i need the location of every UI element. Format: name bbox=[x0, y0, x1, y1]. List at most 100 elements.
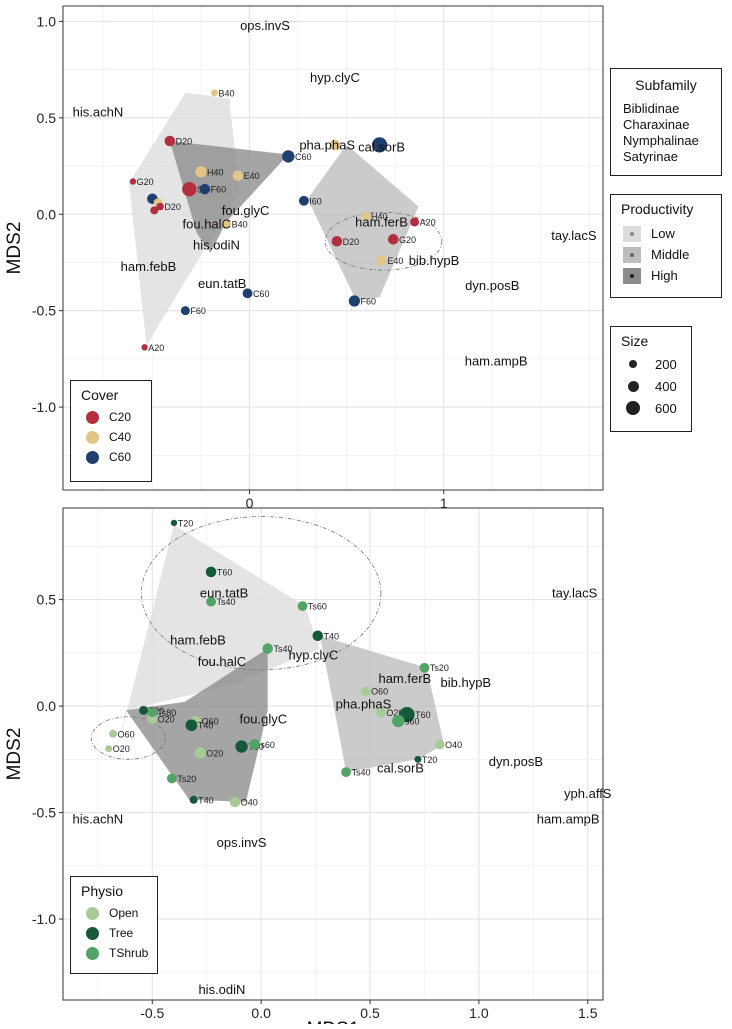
y-tick-label: 0.5 bbox=[37, 592, 57, 608]
productivity-legend-item: Low bbox=[611, 223, 721, 244]
species-label: fou.glyC bbox=[222, 203, 270, 218]
x-tick-label: 1.5 bbox=[578, 1005, 598, 1021]
x-tick-label: 1.0 bbox=[469, 1005, 489, 1021]
x-tick-label: 0.5 bbox=[360, 1005, 380, 1021]
species-label: his.odiN bbox=[198, 982, 245, 997]
point-label: T60 bbox=[217, 567, 233, 577]
point-label: O40 bbox=[241, 797, 258, 807]
productivity-legend-label: High bbox=[651, 268, 678, 283]
data-point bbox=[189, 795, 198, 804]
species-label: tay.lacS bbox=[552, 586, 598, 601]
physio-legend-label: TShrub bbox=[109, 946, 149, 960]
point-label: Ts80 bbox=[157, 708, 176, 718]
data-point bbox=[371, 137, 388, 153]
data-point bbox=[109, 729, 118, 738]
x-axis-title: MDS1 bbox=[307, 1019, 360, 1024]
point-label: O20 bbox=[113, 744, 130, 754]
productivity-legend-item: High bbox=[611, 265, 721, 286]
data-point bbox=[182, 181, 197, 197]
data-point bbox=[329, 139, 341, 151]
point-label: s60 bbox=[405, 716, 420, 726]
data-point bbox=[242, 288, 253, 299]
species-label: fou.halC bbox=[198, 654, 246, 669]
y-tick-label: 1.0 bbox=[37, 13, 57, 29]
data-point bbox=[211, 89, 219, 97]
physio-legend-label: Open bbox=[109, 906, 139, 920]
subfamily-legend-item: Charaxinae bbox=[623, 117, 690, 132]
y-tick-label: 0.5 bbox=[37, 110, 57, 126]
x-tick-label: 1 bbox=[440, 495, 448, 511]
plot-border bbox=[62, 507, 604, 1001]
productivity-legend-title: Productivity bbox=[621, 201, 694, 217]
data-point bbox=[331, 235, 343, 247]
data-point bbox=[235, 740, 248, 753]
cover-legend-item: C20 bbox=[71, 407, 151, 427]
size-legend-title: Size bbox=[621, 333, 649, 349]
species-label: pha.phaS bbox=[336, 696, 392, 711]
point-label: T60 bbox=[415, 710, 431, 720]
data-point bbox=[376, 255, 387, 266]
data-point bbox=[297, 601, 308, 611]
species-label: hyp.clyC bbox=[310, 70, 360, 85]
point-label: O60 bbox=[118, 729, 135, 739]
confidence-ellipse bbox=[324, 211, 443, 271]
confidence-ellipse bbox=[140, 516, 382, 671]
species-label: bib.hypB bbox=[441, 675, 492, 690]
point-label: C60 bbox=[295, 152, 312, 162]
species-label: ham.ampB bbox=[537, 811, 600, 826]
point-label: T20 bbox=[422, 755, 438, 765]
point-label: T40 bbox=[198, 795, 214, 805]
productivity-legend-item: Middle bbox=[611, 244, 721, 265]
species-label: his.achN bbox=[73, 105, 124, 120]
productivity-legend-label: Middle bbox=[651, 247, 690, 262]
point-label: B40 bbox=[232, 219, 248, 229]
data-point bbox=[129, 178, 137, 185]
species-label: eun.tatB bbox=[200, 586, 248, 601]
point-label: I60 bbox=[309, 196, 322, 206]
point-label: E40 bbox=[244, 171, 260, 181]
cover-legend: Cover C20 C40 C60 bbox=[70, 380, 152, 482]
hull-low bbox=[117, 525, 320, 749]
point-label: Ts20 bbox=[430, 663, 449, 673]
data-point bbox=[298, 195, 309, 206]
point-label: G20 bbox=[137, 177, 154, 187]
point-label: C60 bbox=[253, 289, 270, 299]
cover-legend-title: Cover bbox=[81, 387, 119, 403]
species-label: yph.affS bbox=[564, 786, 612, 801]
point-label: Ts40 bbox=[216, 597, 235, 607]
confidence-ellipse bbox=[90, 716, 166, 760]
subfamily-legend-item: Biblidinae bbox=[623, 101, 680, 116]
physio-legend-item: Tree bbox=[71, 923, 157, 943]
point-label: T40 bbox=[198, 721, 214, 731]
species-label: ham.ferB bbox=[355, 214, 408, 229]
point-label: D20 bbox=[164, 202, 181, 212]
hull-middle bbox=[307, 144, 419, 301]
data-point bbox=[392, 714, 405, 728]
data-point bbox=[205, 566, 217, 578]
data-point bbox=[170, 519, 178, 527]
species-label: tay.lacS bbox=[551, 228, 597, 243]
point-label: H40 bbox=[207, 167, 224, 177]
data-point bbox=[105, 745, 113, 753]
y-axis-title: MDS2 bbox=[4, 222, 25, 275]
data-point bbox=[387, 234, 399, 245]
species-label: dyn.posB bbox=[489, 754, 543, 769]
data-point bbox=[221, 218, 232, 229]
data-point bbox=[195, 166, 207, 178]
species-label: ham.febB bbox=[170, 633, 226, 648]
size-legend-item: 200 bbox=[611, 353, 691, 375]
data-point bbox=[410, 217, 420, 227]
data-point bbox=[229, 796, 241, 808]
cover-legend-item: C40 bbox=[71, 427, 151, 447]
data-point bbox=[164, 135, 176, 147]
point-label: O20 bbox=[386, 708, 403, 718]
data-point bbox=[194, 747, 206, 759]
species-label: bib.hypB bbox=[409, 253, 460, 268]
species-label: his.achN bbox=[73, 811, 124, 826]
data-point bbox=[199, 183, 211, 195]
species-label: dyn.posB bbox=[465, 278, 519, 293]
y-tick-label: -0.5 bbox=[32, 805, 56, 821]
data-point bbox=[150, 206, 159, 215]
species-label: cal.sorB bbox=[358, 139, 405, 154]
